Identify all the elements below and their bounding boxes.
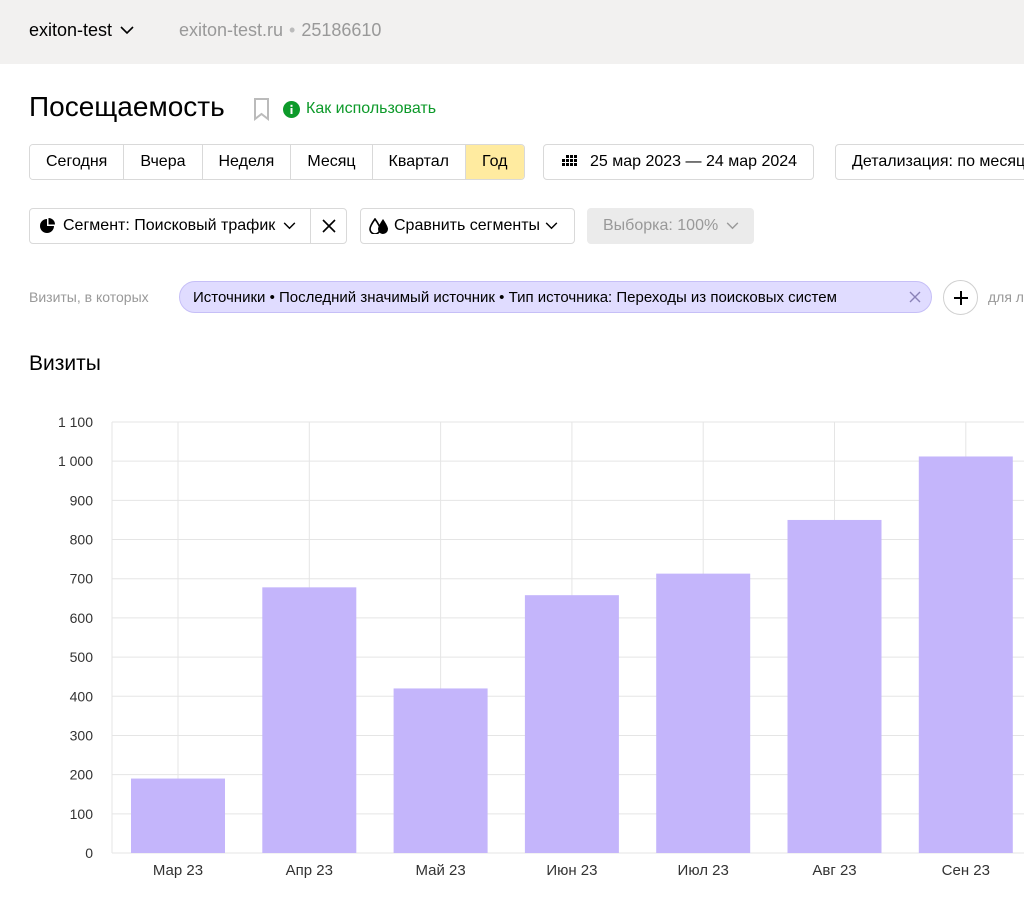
period-week-button[interactable]: Неделя xyxy=(202,145,292,179)
counter-id: 25186610 xyxy=(301,20,382,40)
x-tick-label: Май 23 xyxy=(415,862,465,879)
x-tick-label: Мар 23 xyxy=(153,862,203,879)
close-icon xyxy=(321,219,336,233)
bar xyxy=(262,587,357,853)
x-tick-label: Апр 23 xyxy=(286,862,333,879)
bar xyxy=(524,595,619,853)
compare-segments-button[interactable]: Сравнить сегменты xyxy=(360,208,575,244)
bar xyxy=(131,778,225,853)
bar xyxy=(918,456,1013,853)
how-to-use-link[interactable]: Как использовать xyxy=(283,100,436,118)
close-icon[interactable] xyxy=(908,290,922,304)
bar xyxy=(787,519,882,853)
y-tick-label: 700 xyxy=(70,571,94,587)
y-tick-label: 1 000 xyxy=(58,453,93,469)
chevron-down-icon xyxy=(545,222,558,230)
drops-icon xyxy=(369,218,388,234)
site-domain: exiton-test.ru xyxy=(179,20,284,40)
compare-segments-label: Сравнить сегменты xyxy=(394,217,541,234)
period-yesterday-button[interactable]: Вчера xyxy=(124,145,203,179)
y-tick-label: 500 xyxy=(70,649,94,665)
separator: • xyxy=(289,20,296,40)
y-tick-label: 200 xyxy=(70,767,94,783)
y-tick-label: 400 xyxy=(70,688,94,704)
period-selector: Сегодня Вчера Неделя Месяц Квартал Год xyxy=(29,144,525,180)
period-month-button[interactable]: Месяц xyxy=(291,145,373,179)
how-to-use-label: Как использовать xyxy=(306,100,437,117)
add-filter-button[interactable] xyxy=(943,280,978,315)
visits-bar-chart: 0 100 200 300 400 500 600 700 800 900 1 000 1 100 Ма… xyxy=(58,414,1024,879)
y-tick-label: 900 xyxy=(70,492,94,508)
plus-icon xyxy=(953,290,968,305)
sample-selector[interactable]: Выборка: 100% xyxy=(587,208,754,244)
y-tick-label: 1 100 xyxy=(58,414,93,430)
chevron-down-icon xyxy=(283,222,296,230)
x-tick-label: Июн 23 xyxy=(546,862,597,879)
counter-selector[interactable]: exiton-test xyxy=(29,20,134,41)
pie-chart-icon xyxy=(40,218,55,233)
filter-chip[interactable]: Источники • Последний значимый источник … xyxy=(179,281,932,313)
page-title: Посещаемость xyxy=(29,91,225,122)
segment-label: Сегмент: Поисковый трафик xyxy=(63,217,276,234)
period-today-button[interactable]: Сегодня xyxy=(30,145,125,179)
x-tick-label: Июл 23 xyxy=(678,862,729,879)
y-tick-label: 100 xyxy=(70,806,94,822)
bar xyxy=(393,688,488,853)
bar xyxy=(656,573,751,853)
chevron-down-icon xyxy=(120,26,134,35)
counter-name: exiton-test xyxy=(29,20,113,40)
filter-suffix: для л xyxy=(988,289,1024,305)
y-tick-label: 0 xyxy=(85,845,93,861)
date-range-label: 25 мар 2023 — 24 мар 2024 xyxy=(590,153,798,170)
segment-dropdown[interactable]: Сегмент: Поисковый трафик xyxy=(30,209,311,243)
detail-label: Детализация: по месяцам xyxy=(852,153,1024,170)
site-info: exiton-test.ru • 25186610 xyxy=(179,20,381,41)
segment-clear-button[interactable] xyxy=(311,209,346,243)
info-icon xyxy=(283,100,300,118)
segment-selector: Сегмент: Поисковый трафик xyxy=(29,208,347,244)
detail-selector[interactable]: Детализация: по месяцам xyxy=(835,144,1024,180)
x-tick-label: Авг 23 xyxy=(812,862,856,879)
filter-prefix: Визиты, в которых xyxy=(29,289,149,305)
y-tick-label: 600 xyxy=(70,610,94,626)
chevron-down-icon xyxy=(726,222,739,230)
y-tick-label: 800 xyxy=(70,532,94,548)
y-tick-label: 300 xyxy=(70,727,94,743)
sample-label: Выборка: 100% xyxy=(603,217,719,234)
calendar-icon xyxy=(562,155,577,166)
x-tick-label: Сен 23 xyxy=(942,862,990,879)
filter-chip-label: Источники • Последний значимый источник … xyxy=(193,288,837,306)
chart-title: Визиты xyxy=(29,352,101,375)
date-range-picker[interactable]: 25 мар 2023 — 24 мар 2024 xyxy=(543,144,815,180)
bookmark-icon[interactable] xyxy=(253,97,270,121)
period-quarter-button[interactable]: Квартал xyxy=(372,145,467,179)
top-bar: exiton-test exiton-test.ru • 25186610 xyxy=(0,0,1024,64)
period-year-button[interactable]: Год xyxy=(466,145,524,179)
